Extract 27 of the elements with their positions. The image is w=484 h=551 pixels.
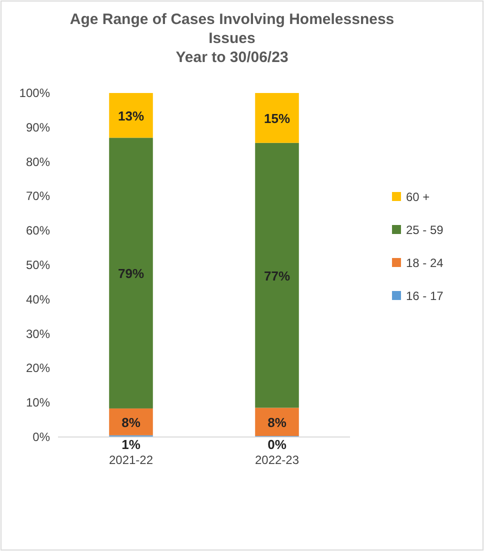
- y-tick-label: 20%: [26, 361, 50, 376]
- x-tick-label: 2022-23: [254, 453, 300, 467]
- chart-subtitle: Year to 30/06/23: [176, 49, 288, 66]
- y-tick-label: 40%: [26, 292, 50, 306]
- y-tick-label: 100%: [19, 86, 50, 100]
- y-tick-label: 10%: [26, 396, 50, 410]
- legend-label: 18 - 24: [406, 256, 444, 270]
- legend-label: 25 - 59: [406, 223, 444, 237]
- y-tick-label: 70%: [26, 189, 50, 204]
- data-label: 15%: [264, 110, 290, 126]
- y-tick-label: 30%: [26, 326, 50, 341]
- chart-title: Age Range of Cases Involving Homelessness Issues: [70, 11, 394, 47]
- data-label: 1%: [122, 437, 141, 452]
- legend-label: 60 +: [406, 190, 430, 204]
- data-label: 0%: [268, 437, 287, 452]
- legend-label: 16 - 17: [406, 289, 444, 303]
- y-tick-label: 0%: [32, 430, 50, 444]
- y-tick-label: 90%: [26, 120, 50, 134]
- y-tick-label: 50%: [26, 258, 50, 272]
- y-tick-label: 80%: [26, 154, 50, 169]
- data-label: 8%: [268, 414, 287, 430]
- data-label: 13%: [118, 108, 144, 124]
- x-tick-label: 2021-22: [108, 453, 154, 467]
- data-label: 79%: [118, 266, 144, 282]
- data-label: 77%: [264, 268, 290, 284]
- data-label: 8%: [122, 414, 141, 430]
- y-tick-label: 60%: [26, 224, 50, 238]
